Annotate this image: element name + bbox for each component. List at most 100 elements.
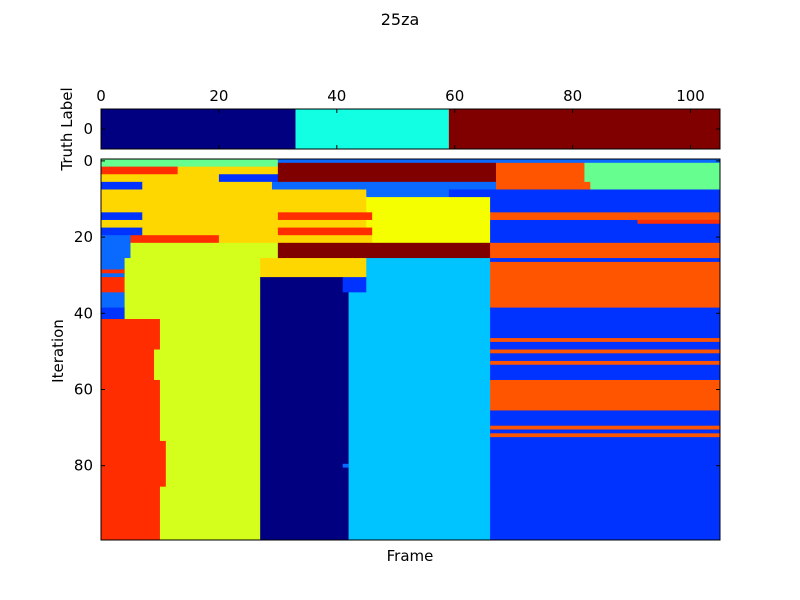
heat-cell [101, 319, 161, 350]
y-tick-label: 80 [74, 457, 93, 475]
heat-cell [124, 277, 261, 293]
heat-stripe [342, 463, 349, 468]
heat-cell [277, 162, 497, 168]
heat-stripe [490, 360, 720, 365]
heat-cell [101, 174, 220, 183]
heat-stripe [490, 258, 720, 262]
heat-cell [101, 166, 179, 175]
heat-cell [490, 307, 721, 320]
heat-cell [277, 242, 491, 259]
heat-cell [101, 235, 131, 244]
heat-cell [142, 212, 279, 221]
heat-cell [490, 379, 721, 411]
heat-cell [366, 277, 491, 293]
heat-stripe [490, 425, 720, 430]
heat-cell [348, 292, 491, 309]
heat-cell [584, 166, 721, 175]
y-tick-label: 0 [83, 152, 93, 170]
heat-cell [366, 197, 491, 213]
heat-cell [142, 227, 279, 236]
heat-cell [101, 349, 155, 381]
heat-cell [260, 379, 350, 411]
chart-title: 25za [381, 10, 420, 29]
iteration-frame [100, 158, 721, 541]
heat-cell [366, 189, 450, 198]
heat-cell [101, 189, 367, 198]
heat-cell [342, 277, 367, 293]
heat-cell [495, 162, 585, 168]
heat-cell [590, 159, 721, 164]
heat-cell [260, 486, 350, 541]
heat-cell [260, 440, 350, 488]
y-tick-label: 0 [83, 120, 93, 138]
heat-cell [101, 162, 279, 168]
heat-cell [490, 227, 721, 236]
heat-stripe [490, 246, 720, 251]
heat-cell [495, 181, 591, 190]
heat-cell [490, 440, 721, 488]
x-tick-label: 60 [445, 87, 464, 105]
iteration-ylabel: Iteration [49, 319, 67, 383]
x-tick-label: 20 [209, 87, 228, 105]
heat-cell [348, 319, 491, 350]
heat-cell [277, 174, 497, 183]
heat-cell [101, 277, 126, 293]
heat-cell [130, 242, 279, 259]
heat-cell [348, 379, 491, 411]
heat-cell [366, 258, 491, 278]
heat-cell [348, 349, 491, 381]
heat-cell [101, 197, 367, 213]
heat-cell [101, 410, 161, 442]
heat-stripe [637, 219, 720, 224]
heat-cell [142, 181, 273, 190]
x-tick-label: 0 [96, 87, 106, 105]
heat-cell [177, 166, 279, 175]
heat-cell [490, 486, 721, 541]
truth-label-panel: 0 20 40 60 80 100 0 [83, 87, 721, 150]
heat-stripe [490, 349, 720, 354]
heat-cell [584, 174, 721, 183]
heat-cell [490, 219, 721, 229]
heat-stripe [490, 338, 720, 342]
x-tick-label: 40 [327, 87, 346, 105]
heat-cell [490, 277, 721, 293]
heat-cell [490, 258, 721, 278]
heat-cell [490, 242, 721, 259]
heat-cell [101, 159, 279, 164]
heat-cell [260, 349, 350, 381]
heat-cell [260, 307, 350, 320]
x-tick-label: 80 [563, 87, 582, 105]
heat-cell [271, 181, 497, 190]
heat-cell [277, 212, 373, 221]
heat-cell [277, 235, 373, 244]
heat-cell [101, 219, 367, 229]
heat-cell [348, 440, 491, 488]
heat-cell [218, 174, 279, 183]
heat-cell [159, 319, 261, 350]
heat-cell [490, 212, 721, 221]
heat-cell [490, 349, 721, 381]
heat-cell [348, 410, 491, 442]
heat-cell [130, 235, 220, 244]
heat-cell [101, 242, 131, 259]
heat-cell [372, 235, 491, 244]
heat-cell [260, 258, 367, 278]
heat-cell [101, 379, 161, 411]
truth-segment [101, 109, 296, 149]
x-tick-label: 100 [676, 87, 705, 105]
heat-cell [124, 292, 261, 309]
heat-cell [159, 410, 261, 442]
heat-cell [495, 166, 585, 175]
heat-cell [124, 307, 261, 320]
heat-cell [584, 162, 721, 168]
heat-cell [101, 212, 143, 221]
heat-cell [218, 235, 279, 244]
heat-cell [260, 292, 350, 309]
heat-cell [101, 227, 143, 236]
y-tick-label: 40 [74, 304, 93, 322]
iteration-panel: 0 20 40 60 80 [74, 152, 721, 541]
heat-stripe [490, 433, 720, 438]
y-tick-label: 20 [74, 228, 93, 246]
heat-cell [590, 181, 721, 190]
truth-segment [295, 109, 449, 149]
